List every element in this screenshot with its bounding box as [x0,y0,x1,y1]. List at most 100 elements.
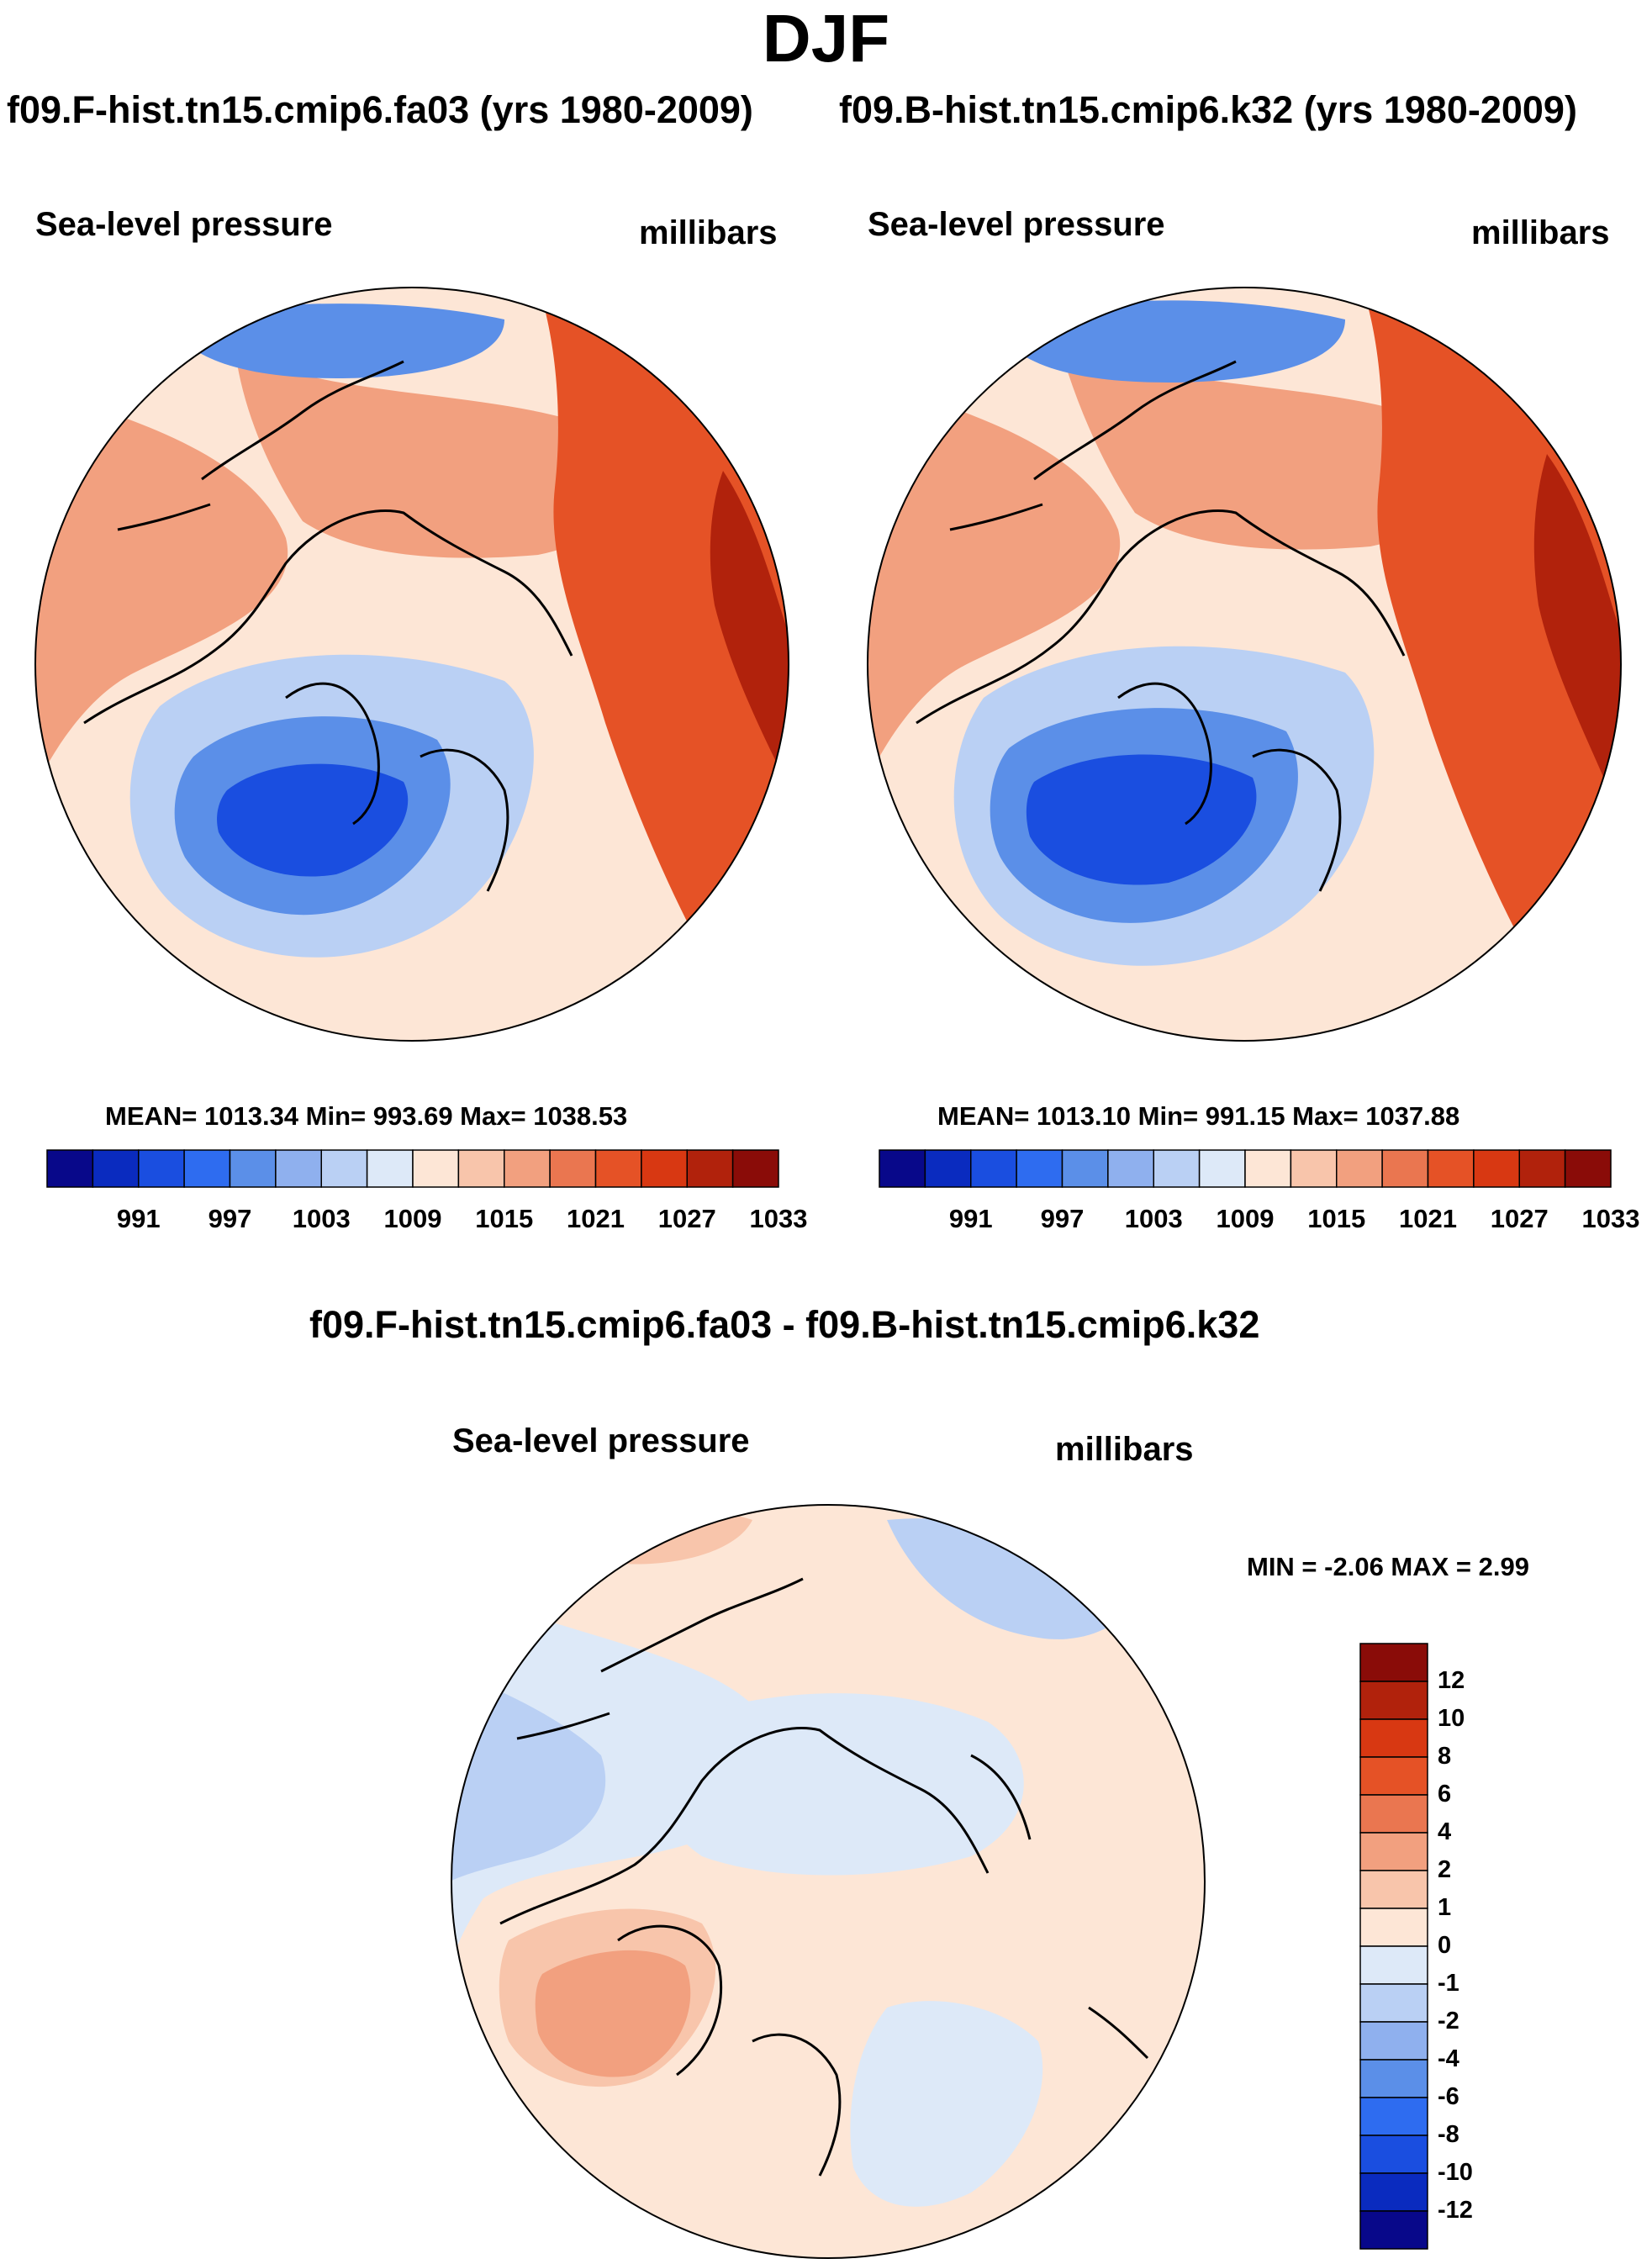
colorbar-swatch [276,1150,321,1187]
colorbar-swatch [1108,1150,1153,1187]
right-run-title: f09.B-hist.tn15.cmip6.k32 (yrs 1980-2009… [839,91,1577,129]
diff-slp-map [450,1503,1206,2260]
colorbar-swatch [1063,1150,1108,1187]
diff-colorbar-swatch [1360,1719,1428,1757]
colorbar-swatch [92,1150,138,1187]
diff-variable-label: Sea-level pressure [452,1424,750,1458]
colorbar-tick-label: 1027 [649,1206,725,1232]
diff-colorbar-tick-label: -6 [1438,2085,1459,2109]
diff-colorbar-tick-label: -1 [1438,1971,1459,1996]
colorbar-swatch [1245,1150,1290,1187]
colorbar-swatch [47,1150,92,1187]
right-slp-map [866,286,1623,1042]
diff-units-label: millibars [1055,1433,1194,1466]
colorbar-tick-label: 997 [1025,1206,1100,1232]
diff-colorbar-swatch [1360,1871,1428,1908]
colorbar-swatch [1016,1150,1062,1187]
colorbar-tick-label: 1033 [1573,1206,1649,1232]
colorbar-swatch [1565,1150,1611,1187]
diff-colorbar-tick-label: 10 [1438,1707,1465,1731]
diff-colorbar-swatch [1360,1681,1428,1719]
diff-pos1-region-ne [450,1503,668,1562]
colorbar-tick-label: 1015 [1299,1206,1375,1232]
diff-colorbar-swatch [1360,1984,1428,2022]
diff-colorbar-swatch [1360,2022,1428,2060]
colorbar-swatch [1153,1150,1199,1187]
colorbar-tick-label: 1003 [1116,1206,1191,1232]
diff-colorbar-tick-label: 4 [1438,1820,1451,1844]
diff-colorbar-swatch [1360,2060,1428,2098]
colorbar-swatch [230,1150,276,1187]
diff-colorbar-tick-label: 0 [1438,1934,1451,1958]
left-variable-label: Sea-level pressure [35,208,333,241]
diff-colorbar-swatch [1360,1795,1428,1833]
colorbar-swatch [1428,1150,1474,1187]
colorbar-swatch [504,1150,550,1187]
right-units-label: millibars [1471,216,1610,250]
diff-title: f09.F-hist.tn15.cmip6.fa03 - f09.B-hist.… [309,1306,1259,1343]
colorbar-swatch [971,1150,1016,1187]
colorbar-swatch [458,1150,504,1187]
diff-colorbar-tick-label: 12 [1438,1669,1465,1693]
colorbar-swatch [413,1150,458,1187]
diff-colorbar-tick-label: -4 [1438,2047,1459,2071]
main-title: DJF [0,5,1652,72]
colorbar-tick-label: 1003 [283,1206,359,1232]
colorbar-tick-label: 1021 [558,1206,634,1232]
diff-colorbar-swatch [1360,1946,1428,1984]
colorbar-swatch [1382,1150,1428,1187]
colorbar-swatch [550,1150,595,1187]
colorbar-swatch [925,1150,970,1187]
diff-colorbar-swatch [1360,1908,1428,1946]
right-colorbar [879,1150,1611,1187]
diff-colorbar-swatch [1360,2135,1428,2173]
left-stats: MEAN= 1013.34 Min= 993.69 Max= 1038.53 [105,1103,627,1129]
right-stats: MEAN= 1013.10 Min= 991.15 Max= 1037.88 [937,1103,1459,1129]
colorbar-swatch [1290,1150,1336,1187]
colorbar-tick-label: 997 [193,1206,268,1232]
colorbar-tick-label: 1009 [375,1206,451,1232]
colorbar-swatch [367,1150,413,1187]
colorbar-tick-label: 991 [101,1206,177,1232]
right-variable-label: Sea-level pressure [868,208,1165,241]
colorbar-swatch [321,1150,367,1187]
left-slp-map [34,286,790,1042]
diff-colorbar-swatch [1360,2098,1428,2135]
colorbar-swatch [1519,1150,1565,1187]
colorbar-tick-label: 1009 [1207,1206,1283,1232]
diff-minmax: MIN = -2.06 MAX = 2.99 [1247,1554,1529,1580]
diff-colorbar-swatch [1360,1644,1428,1681]
colorbar-swatch [1474,1150,1519,1187]
diff-colorbar-tick-label: -10 [1438,2161,1473,2185]
diff-colorbar-tick-label: 6 [1438,1782,1451,1807]
colorbar-swatch [596,1150,641,1187]
colorbar-swatch [184,1150,230,1187]
diff-colorbar-tick-label: 1 [1438,1896,1451,1920]
colorbar-swatch [1200,1150,1245,1187]
left-run-title: f09.F-hist.tn15.cmip6.fa03 (yrs 1980-200… [7,91,753,129]
colorbar-tick-label: 1027 [1481,1206,1557,1232]
colorbar-swatch [879,1150,925,1187]
diff-colorbar-swatch [1360,1757,1428,1795]
colorbar-swatch [687,1150,732,1187]
left-map-fill [34,286,790,1042]
colorbar-swatch [139,1150,184,1187]
colorbar-swatch [733,1150,778,1187]
left-colorbar [47,1150,778,1187]
colorbar-tick-label: 991 [933,1206,1009,1232]
diff-colorbar-tick-label: 8 [1438,1744,1451,1769]
colorbar-swatch [1337,1150,1382,1187]
colorbar-tick-label: 1021 [1391,1206,1466,1232]
diff-colorbar-swatch [1360,2211,1428,2249]
diff-colorbar-tick-label: -2 [1438,2009,1459,2034]
diff-colorbar [1360,1644,1428,2249]
diff-colorbar-tick-label: 2 [1438,1858,1451,1882]
colorbar-swatch [641,1150,687,1187]
diff-neg1-region-arctic [655,1693,1024,1875]
diff-colorbar-tick-label: -8 [1438,2123,1459,2147]
colorbar-tick-label: 1033 [741,1206,816,1232]
diff-colorbar-tick-label: -12 [1438,2198,1473,2223]
diff-colorbar-swatch [1360,1833,1428,1871]
diff-colorbar-swatch [1360,2173,1428,2211]
diff-map-fill [450,1503,1206,2260]
